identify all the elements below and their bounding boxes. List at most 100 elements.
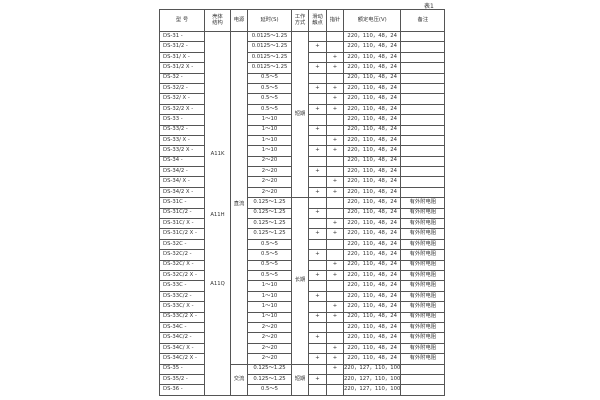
slide-contact-cell: + bbox=[308, 145, 327, 157]
model-cell: DS-33C/2 X - bbox=[159, 311, 205, 323]
pointer-cell bbox=[326, 373, 344, 386]
work-mode-cell: 短期 bbox=[291, 363, 309, 396]
note-cell bbox=[400, 82, 446, 95]
pointer-cell: + bbox=[326, 103, 344, 116]
voltage-cell: 220，110，48，24 bbox=[342, 176, 402, 188]
slide-contact-cell: + bbox=[308, 62, 327, 74]
note-cell bbox=[400, 62, 446, 74]
note-cell bbox=[400, 51, 446, 64]
delay-cell: 2～20 bbox=[247, 186, 292, 199]
work-mode-cell: 长期 bbox=[291, 197, 309, 365]
voltage-cell: 220，110，48，24 bbox=[342, 321, 402, 334]
table-row: DS-33/2 X - 1～10 + +220，110，48，24 bbox=[159, 145, 446, 157]
pointer-cell: + bbox=[326, 176, 344, 188]
pointer-cell: + bbox=[326, 145, 344, 157]
model-cell: DS-32C - bbox=[159, 238, 205, 251]
relay-spec-table: 型 号 壳体 结构 电源 延时(S) 工作 方式 滑动 触点 指针 额定电压(V… bbox=[159, 9, 446, 396]
header-shell: 壳体 结构 bbox=[204, 9, 231, 32]
voltage-cell: 220，110，48，24 bbox=[342, 41, 402, 53]
pointer-cell bbox=[326, 41, 344, 53]
shell-label: A11Q bbox=[210, 281, 225, 288]
delay-cell: 2～20 bbox=[247, 332, 292, 344]
note-cell bbox=[400, 72, 446, 84]
pointer-cell bbox=[326, 321, 344, 334]
voltage-cell: 220，110，48，24 bbox=[342, 353, 402, 365]
header-note: 备注 bbox=[400, 9, 446, 32]
shell-label: A11H bbox=[210, 212, 225, 219]
pointer-cell: + bbox=[326, 259, 344, 272]
model-cell: DS-32/2 - bbox=[159, 82, 205, 95]
table-row: DS-36 - 0.5～5 220，127，110，100 bbox=[159, 384, 446, 396]
voltage-cell: 220，110，48，24 bbox=[342, 134, 402, 147]
delay-cell: 2～20 bbox=[247, 166, 292, 178]
slide-contact-cell bbox=[308, 30, 327, 43]
delay-cell: 0.5～5 bbox=[247, 269, 292, 282]
voltage-cell: 220，110，48，24 bbox=[342, 207, 402, 220]
delay-cell: 2～20 bbox=[247, 176, 292, 188]
note-cell: 有外附电阻 bbox=[400, 218, 446, 230]
slide-contact-cell: + bbox=[308, 103, 327, 116]
note-cell: 有外附电阻 bbox=[400, 311, 446, 323]
model-cell: DS-35 - bbox=[159, 363, 205, 375]
slide-contact-cell bbox=[308, 72, 327, 84]
table-row: DS-32/2 X - 0.5～5 + +220，110，48，24 bbox=[159, 103, 446, 116]
model-cell: DS-33C - bbox=[159, 280, 205, 292]
voltage-cell: 220，110，48，24 bbox=[342, 124, 402, 136]
voltage-cell: 220，110，48，24 bbox=[342, 145, 402, 157]
voltage-cell: 220，110，48，24 bbox=[342, 197, 402, 209]
model-cell: DS-33C/ X - bbox=[159, 301, 205, 313]
model-cell: DS-31/ X - bbox=[159, 51, 205, 64]
slide-contact-cell bbox=[308, 321, 327, 334]
slide-contact-cell bbox=[308, 363, 327, 375]
delay-cell: 2～20 bbox=[247, 342, 292, 355]
delay-cell: 1～10 bbox=[247, 145, 292, 157]
delay-cell: 0.5～5 bbox=[247, 238, 292, 251]
note-cell: 有外附电阻 bbox=[400, 342, 446, 355]
note-cell: 有外附电阻 bbox=[400, 290, 446, 303]
pointer-cell: + bbox=[326, 228, 344, 240]
model-cell: DS-34/ X - bbox=[159, 176, 205, 188]
pointer-cell: + bbox=[326, 51, 344, 64]
delay-cell: 2～20 bbox=[247, 353, 292, 365]
header-delay: 延时(S) bbox=[247, 9, 292, 32]
slide-contact-cell bbox=[308, 218, 327, 230]
pointer-cell: + bbox=[326, 269, 344, 282]
delay-cell: 0.125～1.25 bbox=[247, 197, 292, 209]
model-cell: DS-33/ X - bbox=[159, 134, 205, 147]
note-cell bbox=[400, 373, 446, 386]
note-cell: 有外附电阻 bbox=[400, 321, 446, 334]
pointer-cell: + bbox=[326, 363, 344, 375]
voltage-cell: 220，110，48，24 bbox=[342, 332, 402, 344]
pointer-cell: + bbox=[326, 342, 344, 355]
header-pointer: 指针 bbox=[326, 9, 344, 32]
pointer-cell bbox=[326, 72, 344, 84]
voltage-cell: 220，110，48，24 bbox=[342, 228, 402, 240]
voltage-cell: 220，110，48，24 bbox=[342, 186, 402, 199]
slide-contact-cell: + bbox=[308, 207, 327, 220]
table-row: DS-34C/2 - 2～20 +220，110，48，24 有外附电阻 bbox=[159, 332, 446, 344]
voltage-cell: 220，110，48，24 bbox=[342, 269, 402, 282]
delay-cell: 0.5～5 bbox=[247, 384, 292, 396]
note-cell bbox=[400, 363, 446, 375]
table-caption: 表1 bbox=[424, 3, 434, 10]
table-row: DS-35 - 交流 0.125～1.25 短期 +220，127，110，100 bbox=[159, 363, 446, 396]
voltage-cell: 220，110，48，24 bbox=[342, 30, 402, 43]
pointer-cell: + bbox=[326, 62, 344, 74]
slide-contact-cell bbox=[308, 197, 327, 209]
model-cell: DS-34C/2 X - bbox=[159, 353, 205, 365]
pointer-cell bbox=[326, 207, 344, 220]
delay-cell: 0.0125～1.25 bbox=[247, 41, 292, 53]
pointer-cell: + bbox=[326, 134, 344, 147]
model-cell: DS-32 - bbox=[159, 72, 205, 84]
model-cell: DS-34/2 - bbox=[159, 166, 205, 178]
voltage-cell: 220，110，48，24 bbox=[342, 62, 402, 74]
delay-cell: 1～10 bbox=[247, 124, 292, 136]
slide-contact-cell: + bbox=[308, 124, 327, 136]
slide-contact-cell: + bbox=[308, 166, 327, 178]
model-cell: DS-31C/2 X - bbox=[159, 228, 205, 240]
note-cell: 有外附电阻 bbox=[400, 301, 446, 313]
note-cell bbox=[400, 93, 446, 105]
slide-contact-cell: + bbox=[308, 249, 327, 261]
pointer-cell: + bbox=[326, 82, 344, 95]
pointer-cell: + bbox=[326, 186, 344, 199]
